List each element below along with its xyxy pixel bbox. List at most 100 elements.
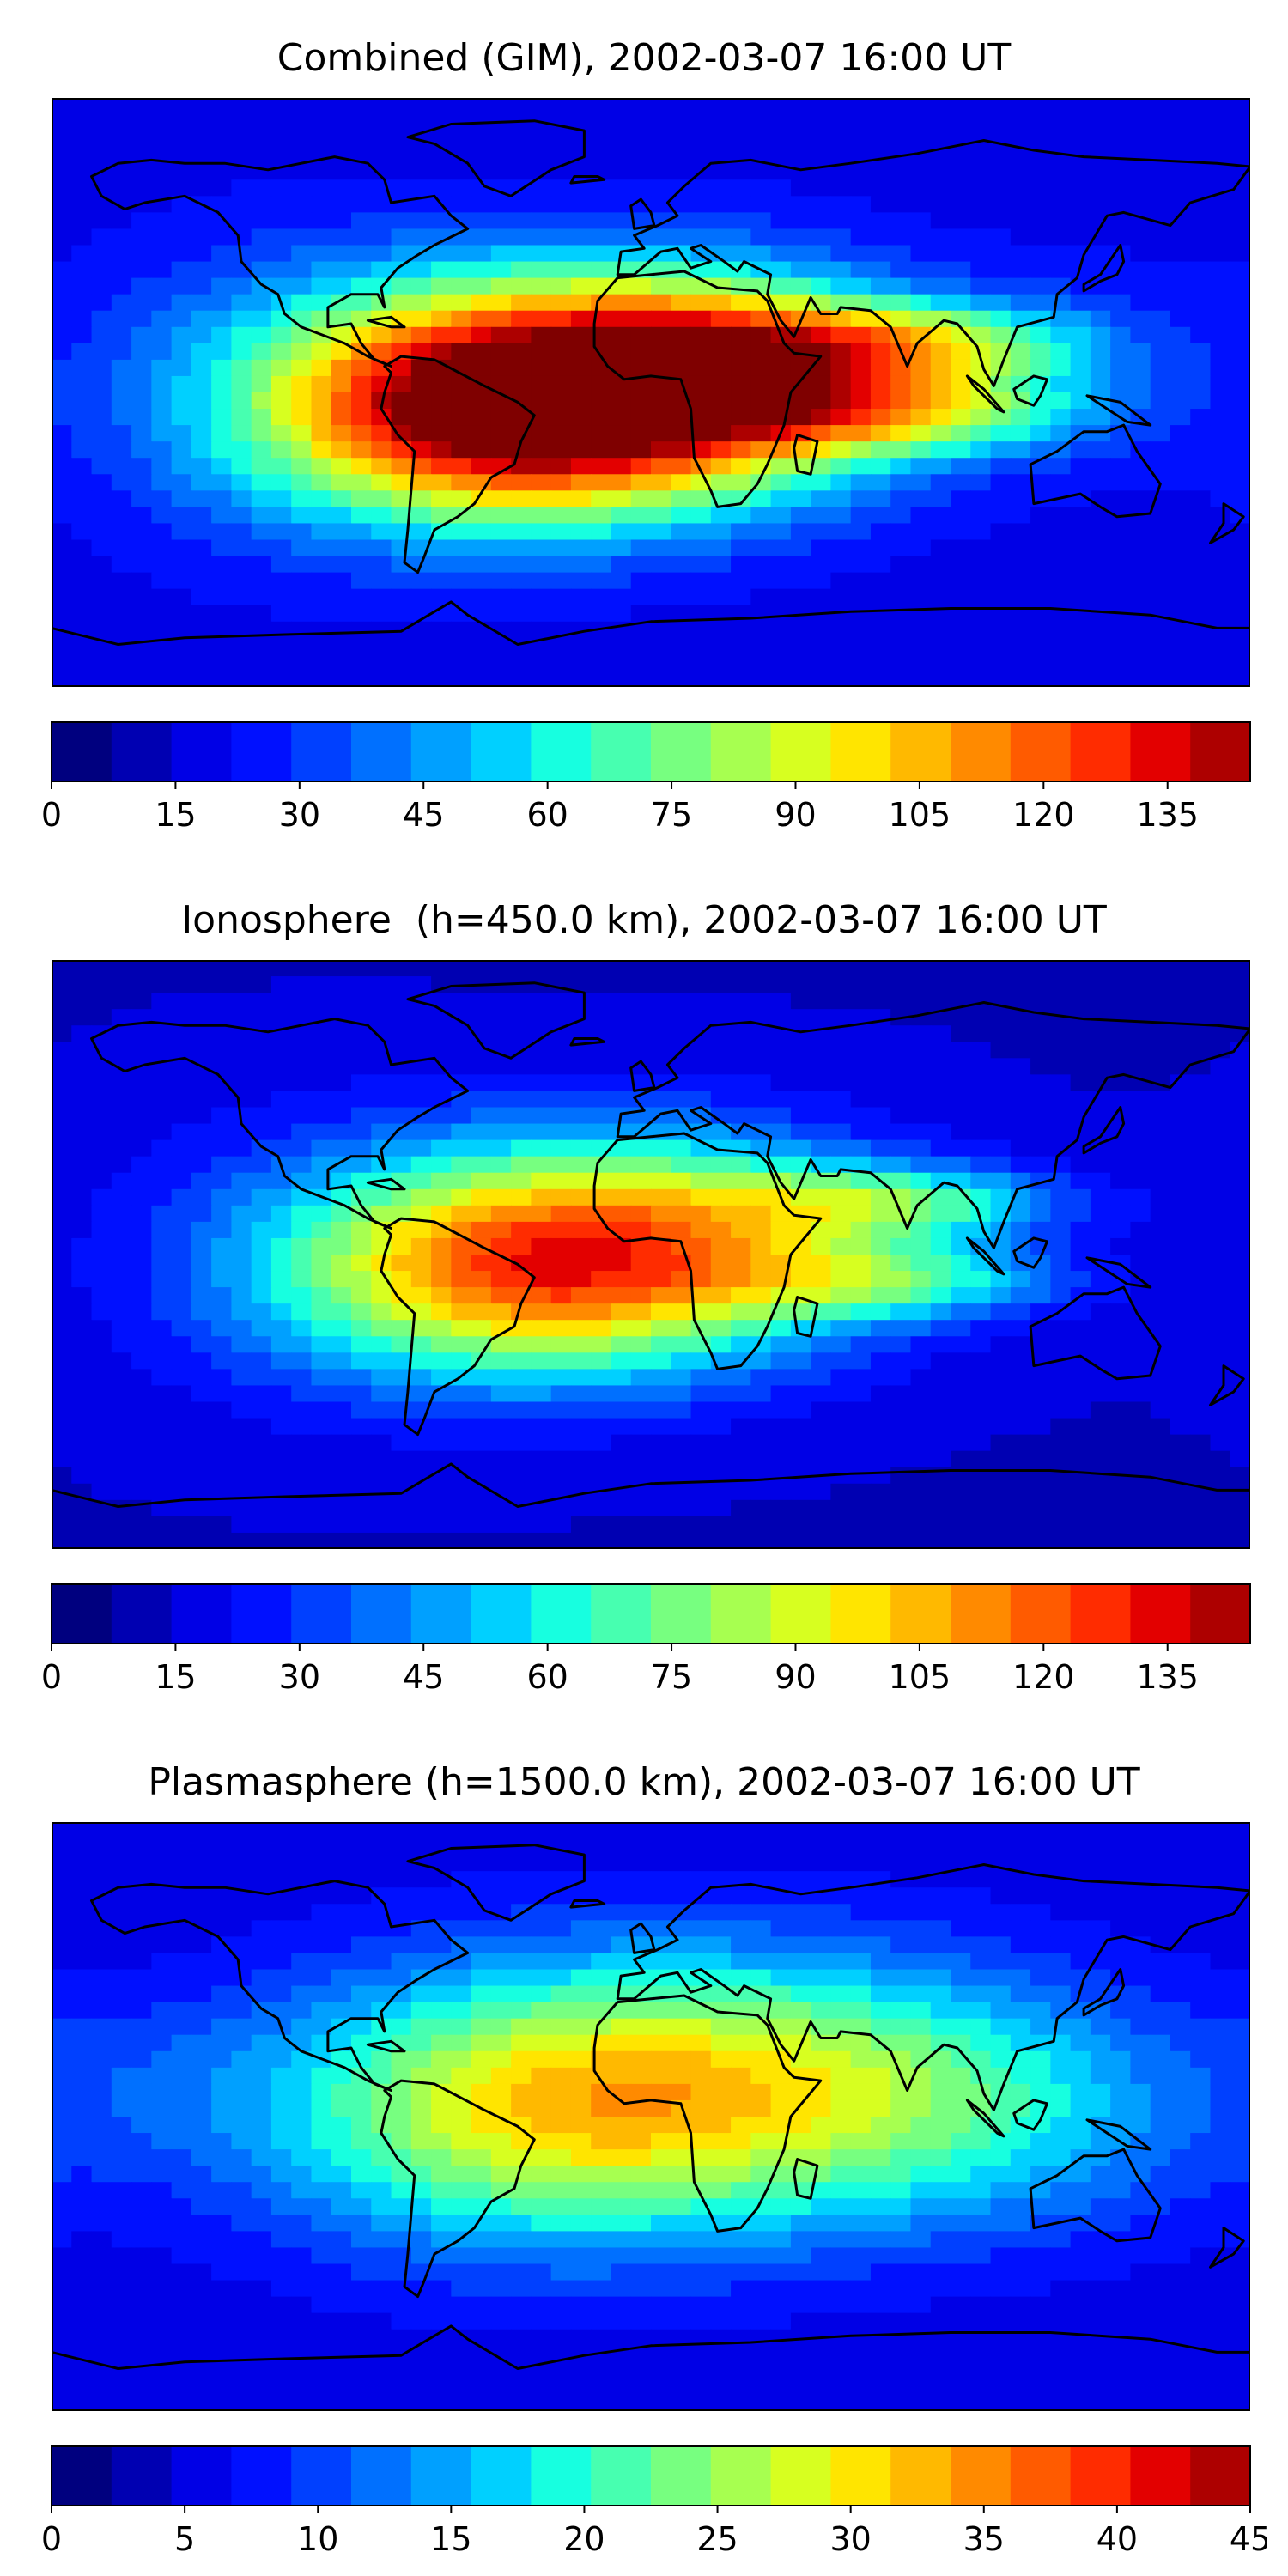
heatmap-cell	[490, 572, 512, 590]
heatmap-cell	[191, 1091, 212, 1109]
heatmap-cell	[1230, 670, 1250, 687]
heatmap-cell	[611, 196, 632, 213]
heatmap-cell	[71, 1271, 93, 1288]
heatmap-cell	[651, 1499, 671, 1517]
heatmap-cell	[970, 294, 992, 312]
heatmap-cell	[690, 1516, 712, 1534]
colorbar-segment	[651, 1583, 712, 1643]
heatmap-cell	[830, 1483, 852, 1501]
heatmap-cell	[111, 326, 132, 344]
heatmap-cell	[490, 1009, 512, 1026]
heatmap-cell	[351, 359, 372, 377]
heatmap-cell	[231, 98, 252, 115]
heatmap-cell	[191, 392, 212, 410]
heatmap-cell	[951, 1042, 971, 1059]
heatmap-cell	[1170, 637, 1191, 655]
heatmap-cell	[630, 212, 652, 230]
heatmap-cell	[1070, 1074, 1091, 1092]
heatmap-cell	[850, 1271, 872, 1288]
heatmap-cell	[611, 359, 632, 377]
heatmap-cell	[890, 1434, 912, 1452]
heatmap-cell	[611, 1139, 632, 1157]
coastline-south-america	[380, 355, 536, 574]
heatmap-cell	[111, 1188, 132, 1206]
heatmap-cell	[990, 1483, 1012, 1501]
heatmap-cell	[910, 621, 932, 639]
heatmap-cell	[890, 458, 912, 475]
heatmap-cell	[171, 245, 192, 263]
heatmap-cell	[171, 425, 192, 442]
heatmap-cell	[191, 474, 212, 491]
heatmap-cell	[311, 359, 332, 377]
heatmap-cell	[1070, 653, 1091, 671]
heatmap-cell	[391, 1320, 412, 1337]
heatmap-cell	[52, 1887, 72, 1905]
heatmap-cell	[870, 458, 891, 475]
coastline-iceland	[569, 175, 606, 185]
heatmap-cell	[1110, 359, 1131, 377]
heatmap-cell	[171, 212, 192, 230]
heatmap-cell	[790, 1009, 811, 1026]
heatmap-cell	[251, 1336, 272, 1353]
coastline-uk	[629, 197, 656, 230]
heatmap-cell	[71, 1855, 93, 1872]
heatmap-cell	[311, 1434, 332, 1452]
heatmap-cell	[270, 1058, 292, 1075]
heatmap-cell	[1130, 1287, 1151, 1304]
heatmap-cell	[451, 960, 472, 977]
heatmap-cell	[750, 1467, 772, 1485]
heatmap-cell	[151, 1123, 173, 1141]
heatmap-cell	[1110, 1205, 1131, 1223]
heatmap-cell	[550, 1221, 572, 1239]
heatmap-cell	[431, 490, 452, 507]
heatmap-cell	[311, 425, 332, 442]
heatmap-cell	[410, 588, 432, 606]
heatmap-cell	[371, 588, 392, 606]
heatmap-cell	[850, 1904, 872, 1921]
heatmap-cell	[1130, 261, 1151, 279]
heatmap-cell	[1130, 1009, 1151, 1026]
heatmap-cell	[890, 1058, 912, 1075]
heatmap-cell	[270, 1401, 292, 1419]
heatmap-cell	[811, 490, 831, 507]
heatmap-cell	[91, 425, 112, 442]
heatmap-cell	[951, 1271, 971, 1288]
heatmap-cell	[690, 212, 712, 230]
heatmap-cell	[1230, 179, 1250, 197]
heatmap-cell	[171, 409, 192, 426]
heatmap-cell	[1050, 98, 1072, 115]
heatmap-cell	[1090, 294, 1111, 312]
heatmap-cell	[970, 1434, 992, 1452]
heatmap-cell	[910, 458, 932, 475]
heatmap-cell	[451, 1156, 472, 1174]
heatmap-cell	[1190, 1904, 1212, 1921]
heatmap-cell	[1030, 1369, 1051, 1387]
heatmap-cell	[91, 1091, 112, 1109]
heatmap-cell	[1170, 441, 1191, 459]
heatmap-cell	[270, 1352, 292, 1370]
heatmap-cell	[471, 1123, 492, 1141]
heatmap-cell	[511, 1516, 532, 1534]
heatmap-cell	[990, 179, 1012, 197]
heatmap-cell	[1010, 1221, 1031, 1239]
heatmap-cell	[951, 474, 971, 491]
heatmap-cell	[690, 1450, 712, 1468]
heatmap-cell	[671, 1320, 692, 1337]
heatmap-cell	[471, 1107, 492, 1125]
heatmap-cell	[531, 458, 552, 475]
heatmap-cell	[811, 1287, 831, 1304]
heatmap-cell	[331, 1369, 352, 1387]
heatmap-cell	[371, 1058, 392, 1075]
heatmap-cell	[431, 1303, 452, 1321]
heatmap-cell	[291, 1904, 313, 1921]
heatmap-cell	[431, 1352, 452, 1370]
heatmap-cell	[1130, 310, 1151, 328]
heatmap-cell	[811, 326, 831, 344]
colorbar-tick-label: 75	[651, 1658, 692, 1696]
heatmap-cell	[511, 1188, 532, 1206]
heatmap-cell	[371, 1107, 392, 1125]
heatmap-cell	[1030, 1025, 1051, 1042]
heatmap-cell	[870, 1188, 891, 1206]
heatmap-cell	[1150, 993, 1171, 1010]
heatmap-cell	[850, 409, 872, 426]
